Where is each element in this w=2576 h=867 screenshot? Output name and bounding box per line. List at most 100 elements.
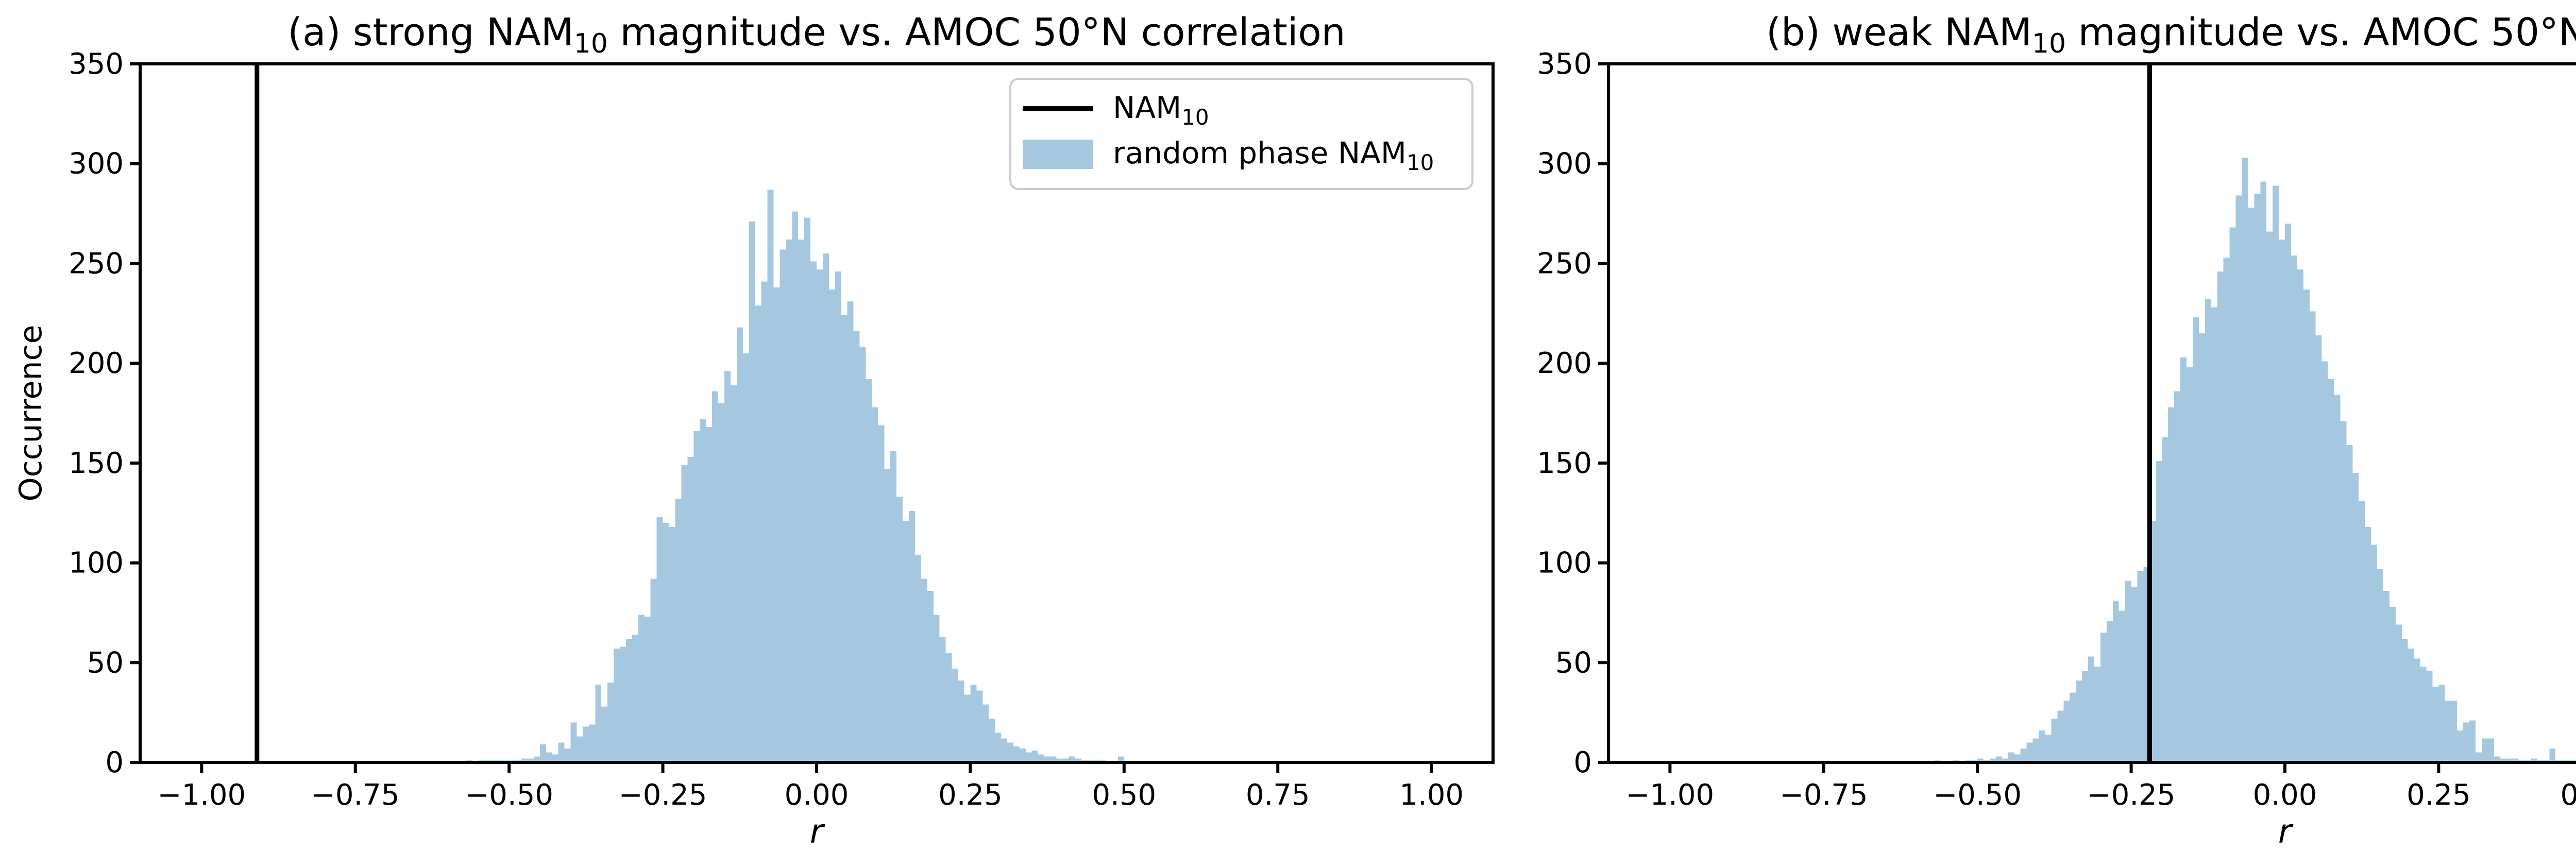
histogram-bar	[2168, 407, 2175, 762]
histogram-bar	[866, 379, 872, 762]
histogram-bar	[2223, 257, 2230, 762]
histogram-bar	[2242, 158, 2248, 763]
y-tick-label: 300	[69, 147, 124, 181]
histogram-bar	[810, 261, 817, 762]
histogram-bar	[595, 684, 602, 762]
panel-b-title-text-2: magnitude vs. AMOC 50°N correlation	[2066, 10, 2576, 55]
panel-a: −1.00 −0.75 −0.50 −0.25 0.00 0.25 0.50 0.75 1.00…	[13, 10, 1495, 851]
histogram-bar	[2506, 758, 2513, 762]
histogram-bar	[638, 615, 645, 762]
panel-a-x-axis: −1.00 −0.75 −0.50 −0.25 0.00 0.25 0.50 0.75 1.00	[158, 762, 1464, 812]
histogram-bar	[687, 457, 694, 762]
histogram-bar	[2070, 692, 2076, 762]
histogram-bar	[2192, 317, 2199, 762]
y-tick-label: 100	[1537, 547, 1592, 580]
panel-a-title-text-2: magnitude vs. AMOC 50°N correlation	[608, 10, 1346, 55]
histogram-bar	[2500, 758, 2506, 762]
histogram-bar	[921, 579, 927, 762]
y-tick-label: 350	[1537, 47, 1592, 81]
histogram-bar	[2438, 684, 2445, 762]
histogram-bar	[527, 758, 534, 762]
y-tick-label: 150	[69, 447, 124, 480]
histogram-bar	[872, 407, 878, 762]
histogram-bar	[958, 681, 964, 762]
histogram-bar	[1056, 758, 1063, 762]
histogram-bar	[989, 718, 995, 762]
histogram-bar	[1062, 758, 1069, 762]
x-tick-label: −0.25	[2087, 778, 2176, 812]
histogram-bar	[2149, 521, 2156, 762]
panel-b-y-axis: 0 50 100 150 200 250 300 350	[1537, 47, 1608, 779]
histogram-bar	[847, 301, 854, 762]
legend-box	[1009, 78, 1473, 190]
histogram-bar	[614, 649, 620, 762]
histogram-bar	[2002, 758, 2008, 762]
y-tick-label: 50	[1555, 646, 1592, 679]
histogram-bar	[644, 617, 651, 762]
histogram-bar	[1977, 758, 1984, 762]
histogram-bar	[2211, 307, 2217, 762]
histogram-bar	[2205, 299, 2211, 762]
histogram-bar	[2359, 501, 2365, 762]
histogram-bar	[841, 315, 848, 762]
histogram-bar	[2248, 207, 2255, 763]
histogram-bar	[2383, 590, 2389, 762]
histogram-bar	[767, 190, 774, 763]
histogram-bar	[552, 754, 558, 762]
panel-a-title-text: (a) strong NAM	[287, 10, 573, 55]
legend-patch-sample	[1023, 140, 1093, 169]
histogram-bar	[2487, 738, 2494, 762]
histogram-bar	[964, 694, 971, 762]
histogram-bar	[2481, 738, 2488, 762]
x-tick-label: 0.00	[2253, 778, 2317, 812]
x-tick-label: 1.00	[1399, 778, 1464, 812]
histogram-bar	[742, 353, 749, 762]
histogram-bar	[2137, 571, 2144, 762]
histogram-bar	[577, 736, 583, 762]
histogram-bar	[625, 638, 632, 762]
histogram-bar	[2309, 311, 2316, 762]
histogram-bar	[798, 239, 805, 762]
histogram-bar	[2512, 758, 2519, 762]
x-tick-label: −0.25	[619, 778, 707, 812]
histogram-bar	[2401, 638, 2408, 762]
histogram-bar	[539, 744, 546, 762]
panel-a-xlabel: r	[810, 813, 825, 851]
histogram-bar	[2377, 569, 2383, 762]
histogram-bar	[970, 684, 977, 762]
histogram-bar	[804, 217, 811, 762]
histogram-bar	[2014, 754, 2021, 762]
histogram-bar	[2352, 473, 2359, 762]
histogram-bar	[1995, 756, 2002, 762]
histogram-bar	[2008, 752, 2014, 762]
histogram-bar	[2408, 649, 2414, 762]
histogram-bar	[2549, 748, 2556, 762]
panel-b-bars	[1934, 158, 2576, 763]
histogram-bar	[2279, 239, 2285, 762]
histogram-bar	[1007, 742, 1013, 762]
x-tick-label: −0.50	[1933, 778, 2022, 812]
histogram-bar	[884, 469, 891, 762]
histogram-bar	[1069, 756, 1075, 762]
histogram-bar	[2389, 606, 2396, 762]
histogram-bar	[2303, 289, 2310, 762]
y-tick-label: 200	[69, 347, 124, 380]
histogram-bar	[2426, 670, 2433, 762]
histogram-bar	[675, 499, 682, 762]
legend-label-nam10-subscript: 10	[1181, 105, 1209, 130]
histogram-bar	[2235, 195, 2242, 763]
histogram-bar	[2463, 722, 2470, 762]
histogram-bar	[2112, 601, 2119, 762]
histogram-bar	[2420, 667, 2427, 762]
histogram-bar	[2094, 667, 2100, 762]
histogram-bar	[2057, 710, 2064, 762]
histogram-bar	[2082, 670, 2089, 762]
legend-item-nam10: NAM10	[1113, 90, 1209, 130]
histogram-bar	[1990, 758, 1996, 762]
histogram-bar	[914, 555, 921, 762]
panel-a-bars	[466, 190, 1124, 763]
histogram-bar	[1013, 746, 1020, 762]
y-tick-label: 0	[105, 746, 124, 779]
histogram-bar	[2187, 367, 2193, 762]
histogram-bar	[853, 331, 860, 762]
